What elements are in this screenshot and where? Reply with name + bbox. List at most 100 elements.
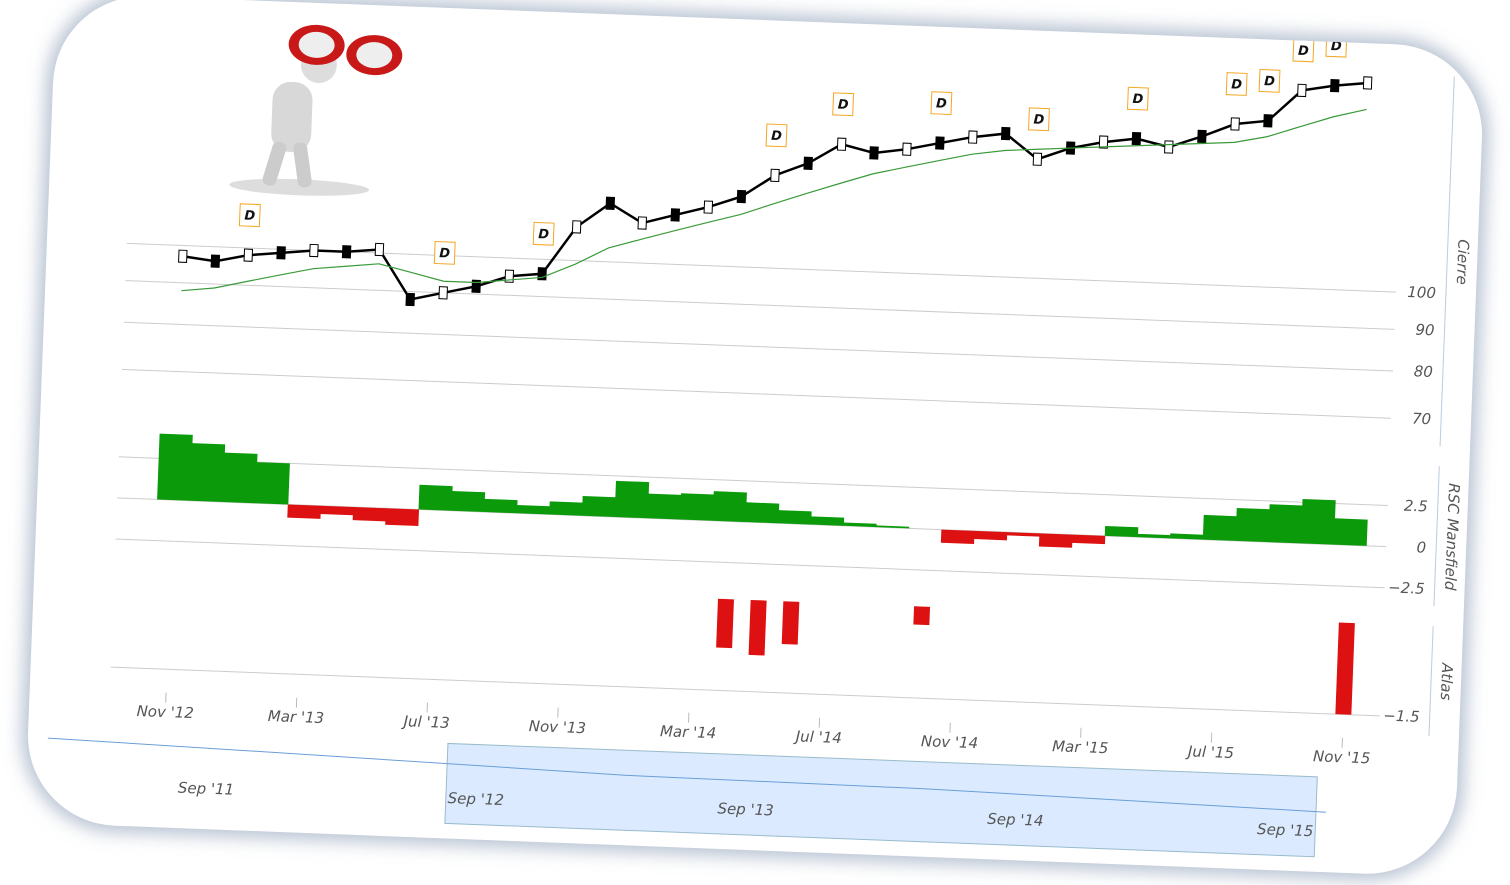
- candle: [869, 146, 879, 160]
- dividend-label: D: [936, 96, 948, 111]
- grid-line: [118, 456, 1388, 507]
- x-tick-label: Jul '15: [1185, 742, 1235, 762]
- dividend-label: D: [1231, 77, 1243, 92]
- axis-label: Cierre: [1453, 239, 1473, 285]
- axis-label: Atlas: [1437, 662, 1456, 701]
- axis-line: [1433, 466, 1440, 607]
- candle: [405, 292, 415, 307]
- rsc-area: [287, 504, 321, 519]
- candle: [703, 200, 714, 214]
- rsc-area: [516, 505, 551, 515]
- y-tick-label: 2.5: [1404, 497, 1429, 516]
- rsc-area: [614, 480, 650, 519]
- dividend-box: [1028, 107, 1050, 132]
- dividend-box: [532, 221, 555, 246]
- x-tick-label: Nov '14: [921, 732, 979, 752]
- rsc-area: [385, 508, 420, 526]
- y-tick-label: 100: [1407, 283, 1436, 302]
- rsc-area: [647, 493, 682, 520]
- grid-line: [125, 280, 1395, 330]
- atlas-bar: [716, 598, 734, 649]
- navigator-selection: [444, 742, 1318, 858]
- navigator-label: Sep '14: [987, 810, 1044, 830]
- navigator-label: Sep '13: [717, 799, 774, 819]
- dividend-box: [832, 92, 855, 117]
- grid-line: [123, 321, 1393, 372]
- dividend-label: D: [439, 246, 451, 261]
- axis-line: [1428, 626, 1434, 737]
- x-tick-label: Mar '13: [268, 707, 325, 727]
- price-line: [181, 108, 1367, 292]
- dividend-label: D: [1331, 39, 1343, 54]
- x-tick-label: Mar '14: [660, 722, 717, 742]
- dividend-label: D: [244, 209, 256, 224]
- candle: [571, 220, 582, 234]
- rsc-area: [549, 501, 583, 516]
- candle: [1098, 135, 1109, 149]
- candle: [803, 156, 813, 170]
- axis-label: RSC Mansfield: [1441, 483, 1463, 591]
- candle: [836, 137, 847, 151]
- rsc-area: [1202, 514, 1237, 541]
- candle: [637, 216, 647, 230]
- y-tick-label: −2.5: [1388, 578, 1425, 597]
- candle: [1000, 126, 1011, 141]
- candle: [1297, 83, 1307, 98]
- candle: [1263, 114, 1273, 128]
- rsc-area: [483, 498, 518, 514]
- candle: [341, 245, 352, 259]
- candle: [471, 279, 481, 293]
- rsc-area: [352, 506, 387, 522]
- candle: [210, 254, 221, 268]
- dividend-label: D: [771, 129, 783, 144]
- rsc-area: [581, 496, 616, 518]
- dividend-box: [1126, 86, 1149, 111]
- candle: [1362, 76, 1373, 90]
- chart: 70 80 90 100 Cierre D D D D D D D D D D D D −2.5 0 2.5 RSC M…: [47, 24, 1473, 858]
- atlas-bar: [748, 599, 767, 656]
- dividend-box: [1258, 68, 1281, 93]
- candle: [902, 142, 912, 156]
- rsc-area: [451, 490, 486, 513]
- dividend-box: [1225, 72, 1248, 96]
- y-tick-label: 70: [1412, 410, 1432, 429]
- rsc-area: [320, 505, 354, 516]
- dividend-label: D: [1033, 113, 1045, 128]
- rsc-area: [810, 516, 845, 526]
- x-tick-label: Nov '13: [528, 717, 586, 737]
- rsc-area: [1038, 533, 1073, 548]
- candle: [968, 130, 978, 144]
- candle: [670, 208, 681, 222]
- rsc-area: [1300, 498, 1336, 545]
- dividend-box: [238, 203, 261, 228]
- y-tick-label: 90: [1415, 321, 1435, 340]
- navigator-label: Sep '15: [1257, 820, 1314, 840]
- axis-line: [1439, 76, 1455, 447]
- rsc-area: [1104, 525, 1139, 538]
- rsc-area: [777, 510, 812, 525]
- candle: [1197, 129, 1207, 144]
- candle: [1032, 152, 1043, 166]
- y-tick-label: 0: [1416, 538, 1426, 556]
- candle: [935, 136, 945, 150]
- card: 70 80 90 100 Cierre D D D D D D D D D D D D −2.5 0 2.5 RSC M…: [24, 0, 1486, 878]
- dividend-box: [433, 240, 456, 265]
- dividend-box: [765, 123, 788, 148]
- rsc-area: [843, 522, 877, 528]
- dividend-label: D: [837, 98, 849, 113]
- candle: [438, 286, 448, 300]
- atlas-bar: [913, 606, 931, 626]
- atlas-bar: [1335, 622, 1355, 715]
- rsc-area: [1333, 518, 1368, 546]
- rsc-area: [1006, 532, 1040, 537]
- x-tick-label: Jul '14: [792, 727, 842, 747]
- candle: [178, 249, 188, 263]
- atlas-bar: [781, 601, 800, 645]
- dividend-label: D: [538, 227, 550, 242]
- rsc-area: [712, 491, 747, 523]
- rsc-area: [418, 484, 453, 511]
- candle: [1131, 131, 1142, 146]
- rsc-area: [1268, 504, 1303, 544]
- candle: [1164, 140, 1174, 154]
